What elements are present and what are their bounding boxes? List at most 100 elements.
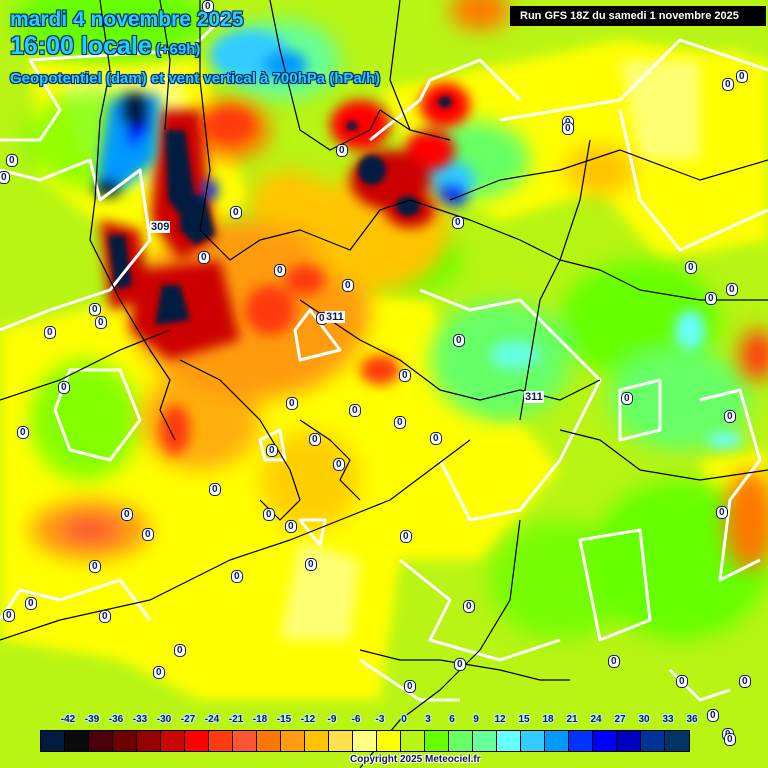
zero-contour-label: 0 [400, 530, 412, 543]
zero-contour-label: 0 [99, 610, 111, 623]
run-banner: Run GFS 18Z du samedi 1 novembre 2025 [510, 6, 766, 26]
zero-contour-label: 0 [6, 154, 18, 167]
zero-contour-label: 0 [342, 279, 354, 292]
colorbar-tick-label: -3 [375, 714, 385, 725]
zero-contour-label: 0 [25, 597, 37, 610]
zero-contour-label: 0 [349, 404, 361, 417]
colorbar-segment [209, 731, 233, 751]
colorbar-tick-label: -21 [228, 714, 244, 725]
zero-contour-label: 0 [333, 458, 345, 471]
colorbar-segment [233, 731, 257, 751]
colorbar-tick-label: 15 [518, 714, 530, 725]
colorbar-tick-label: 9 [473, 714, 479, 725]
zero-contour-label: 0 [263, 508, 275, 521]
zero-contour-label: 0 [726, 283, 738, 296]
zero-contour-label: 0 [95, 316, 107, 329]
zero-contour-label: 0 [44, 326, 56, 339]
zero-contour-label: 0 [274, 264, 286, 277]
colorbar-segment [401, 731, 425, 751]
forecast-local-time: 16:00 locale [10, 32, 152, 60]
colorbar-tick-label: -39 [84, 714, 100, 725]
descent-core-field [108, 96, 452, 325]
colorbar-tick-label: -36 [108, 714, 124, 725]
colorbar-segment [257, 731, 281, 751]
colorbar-tick-label: 18 [542, 714, 554, 725]
colorbar-segment [425, 731, 449, 751]
zero-contour-label: 0 [231, 570, 243, 583]
colorbar-tick-label: 30 [638, 714, 650, 725]
colorbar-tick-label: 36 [686, 714, 698, 725]
zero-contour-label: 0 [3, 609, 15, 622]
zero-contour-label: 0 [707, 709, 719, 722]
ascent-field [94, 92, 218, 200]
colorbar-segment [521, 731, 545, 751]
forecast-time: 16:00 locale (+69h) [10, 32, 200, 61]
zero-contour-label: 0 [17, 426, 29, 439]
colorbar-segment [65, 731, 89, 751]
colorbar-segment [281, 731, 305, 751]
colorbar-tick-label: -24 [204, 714, 220, 725]
forecast-date: mardi 4 novembre 2025 [10, 8, 244, 31]
zero-contour-label: 0 [621, 392, 633, 405]
colorbar-tick-label: -30 [156, 714, 172, 725]
colorbar-segment [593, 731, 617, 751]
colorbar-segment [545, 731, 569, 751]
zero-contour-label: 0 [230, 206, 242, 219]
colorbar-segment [353, 731, 377, 751]
zero-contour-label: 0 [463, 600, 475, 613]
colorbar-segment [569, 731, 593, 751]
zero-contour-label: 0 [285, 520, 297, 533]
zero-contour-label: 0 [685, 261, 697, 274]
zero-contour-label: 0 [153, 666, 165, 679]
zero-contour-label: 0 [309, 433, 321, 446]
zero-contour-label: 0 [0, 171, 10, 184]
forecast-lead-time: (+69h) [155, 41, 201, 58]
colorbar-tick-label: 6 [449, 714, 455, 725]
colorbar-tick-label: -18 [252, 714, 268, 725]
zero-contour-label: 0 [336, 144, 348, 157]
colorbar-segment [137, 731, 161, 751]
colorbar-tick-label: -42 [60, 714, 76, 725]
zero-contour-label: 0 [399, 369, 411, 382]
colorbar-tick-label: 24 [590, 714, 602, 725]
parameter-title: Geopotentiel (dam) et vent vertical à 70… [10, 70, 381, 87]
geopotential-label: 311 [524, 391, 544, 403]
copyright: Copyright 2025 Meteociel.fr [350, 754, 481, 765]
zero-contour-label: 0 [58, 381, 70, 394]
zero-contour-label: 0 [724, 410, 736, 423]
colorbar-segment [41, 731, 65, 751]
zero-contour-label: 0 [202, 0, 214, 13]
colorbar-tick-label: -27 [180, 714, 196, 725]
colorbar-tick-label: 0 [401, 714, 407, 725]
colorbar-tick-label: -12 [300, 714, 316, 725]
colorbar-tick-label: 33 [662, 714, 674, 725]
zero-contour-label: 0 [676, 675, 688, 688]
zero-contour-lines [0, 8, 768, 702]
zero-contour-label: 0 [394, 416, 406, 429]
zero-contour-label: 0 [454, 658, 466, 671]
colorbar-segment [449, 731, 473, 751]
colorbar-segment [665, 731, 689, 751]
geopotential-label: 309 [150, 221, 171, 233]
zero-contour-label: 0 [404, 680, 416, 693]
colorbar-segment [161, 731, 185, 751]
zero-contour-label: 0 [121, 508, 133, 521]
colorbar-segment [617, 731, 641, 751]
colorbar-segment [497, 731, 521, 751]
colorbar-tick-label: -15 [276, 714, 292, 725]
colorbar-tick-label: 21 [566, 714, 578, 725]
zero-contour-label: 0 [430, 432, 442, 445]
zero-contour-label: 0 [739, 675, 751, 688]
colorbar-segment [473, 731, 497, 751]
zero-contour-label: 0 [705, 292, 717, 305]
colorbar-segment [113, 731, 137, 751]
colorbar-segment [305, 731, 329, 751]
colorbar-tick-label: 27 [614, 714, 626, 725]
zero-contour-label: 0 [452, 216, 464, 229]
zero-contour-label: 0 [209, 483, 221, 496]
zero-contour-label: 0 [286, 397, 298, 410]
zero-contour-label: 0 [198, 251, 210, 264]
colorbar-tick-label: -33 [132, 714, 148, 725]
